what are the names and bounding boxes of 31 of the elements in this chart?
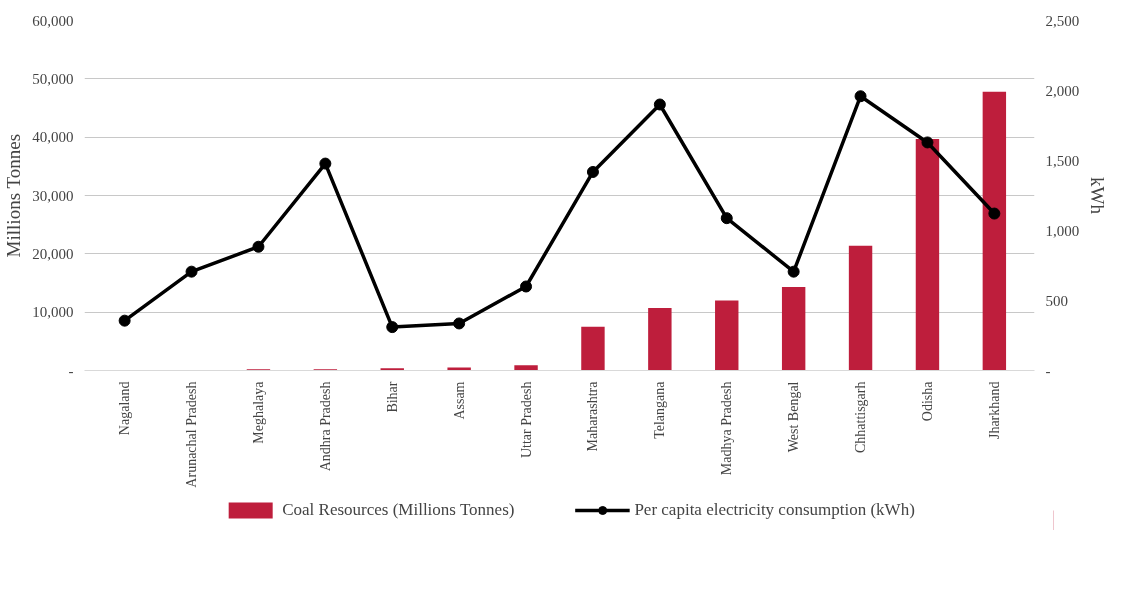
x-tick-label: Chhattisgarh <box>853 381 869 454</box>
x-tick-label: Telangana <box>652 380 668 439</box>
legend-label: Coal Resources (Millions Tonnes) <box>282 500 515 520</box>
x-tick-label: Andhra Pradesh <box>317 381 333 472</box>
x-tick-label: West Bengal <box>786 381 802 453</box>
x-tick-label: Meghalaya <box>250 380 266 444</box>
y2-tick-label: - <box>1045 362 1051 379</box>
x-tick-label: Odisha <box>919 380 935 422</box>
y-tick-label: 50,000 <box>32 70 74 87</box>
y2-tick-label: 500 <box>1045 292 1068 309</box>
y-axis-title: Millions Tonnes <box>3 133 25 258</box>
y-tick-label: 60,000 <box>32 12 74 29</box>
legend-label: Per capita electricity consumption (kWh) <box>634 500 915 520</box>
y-tick-label: 30,000 <box>32 187 74 204</box>
y-tick-label: 10,000 <box>32 304 74 321</box>
x-tick-label: Bihar <box>384 381 400 413</box>
x-tick-label: Uttar Pradesh <box>518 381 534 459</box>
x-tick-label: Madhya Pradesh <box>719 381 735 476</box>
x-tick-label: Maharashtra <box>585 380 601 452</box>
y2-tick-label: 1,000 <box>1045 222 1080 239</box>
x-tick-label: Assam <box>451 381 467 420</box>
y2-tick-label: 2,500 <box>1045 12 1080 29</box>
y-tick-label: 40,000 <box>32 129 74 146</box>
x-tick-label: Arunachal Pradesh <box>184 381 200 488</box>
y2-tick-label: 1,500 <box>1045 152 1080 169</box>
y2-tick-label: 2,000 <box>1045 82 1080 99</box>
y-tick-label: 20,000 <box>32 245 74 262</box>
x-tick-label: Jharkhand <box>986 381 1002 440</box>
y2-axis-title: kWh <box>1087 177 1109 215</box>
y-tick-label: - <box>68 362 74 379</box>
x-tick-label: Nagaland <box>117 381 133 436</box>
